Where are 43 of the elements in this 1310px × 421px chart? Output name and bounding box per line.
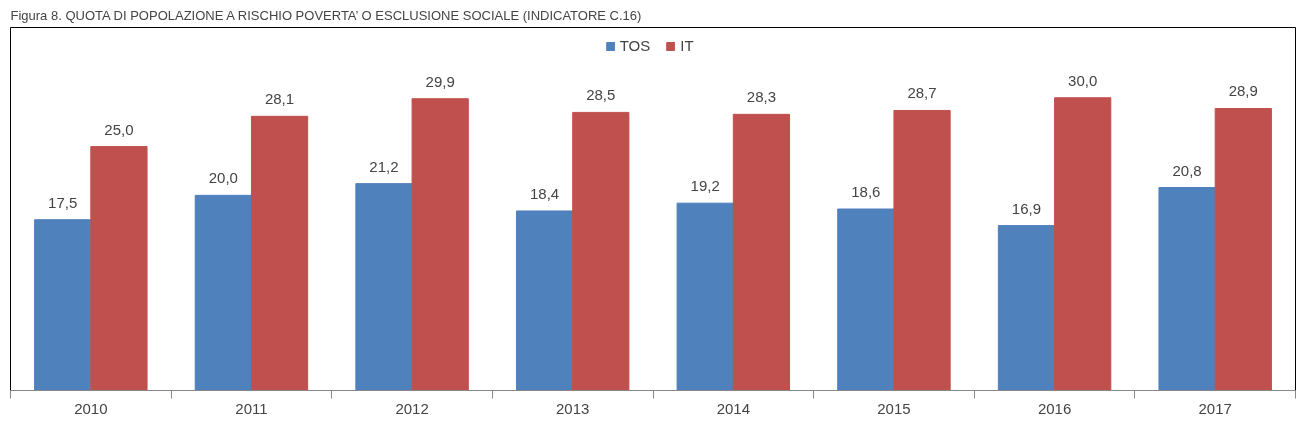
bar xyxy=(194,194,252,391)
bar xyxy=(1214,107,1272,391)
bar xyxy=(90,146,148,391)
x-tick-label: 2012 xyxy=(395,399,429,417)
data-label: 20,8 xyxy=(1172,161,1202,179)
bar xyxy=(411,98,469,391)
x-tick-label: 2010 xyxy=(74,399,108,417)
data-label: 18,6 xyxy=(851,183,881,200)
x-tick-label: 2016 xyxy=(1037,399,1072,417)
data-label: 28,9 xyxy=(1228,82,1258,100)
bar xyxy=(732,113,791,391)
bar xyxy=(355,183,413,391)
bar xyxy=(250,115,309,391)
data-label: 17,5 xyxy=(48,193,78,211)
data-label: 28,7 xyxy=(907,84,937,102)
bar xyxy=(1158,187,1216,391)
bar xyxy=(837,208,895,391)
x-tick-label: 2017 xyxy=(1198,399,1232,417)
bar xyxy=(997,225,1056,391)
data-label: 20,0 xyxy=(208,169,238,187)
chart-title: Figura 8. QUOTA DI POPOLAZIONE A RISCHIO POVERTA’ O ESCLUSIONE SOCIALE (INDICATORE C.16) xyxy=(10,7,642,23)
data-label: 29,9 xyxy=(425,72,455,90)
bar xyxy=(676,202,734,391)
data-label: 28,1 xyxy=(264,90,295,108)
x-tick-label: 2015 xyxy=(877,399,911,417)
data-label: 25,0 xyxy=(104,120,134,138)
bar xyxy=(515,210,574,391)
data-label: 28,5 xyxy=(586,86,616,104)
data-label: 16,9 xyxy=(1011,199,1042,217)
data-label: 21,2 xyxy=(369,157,399,175)
x-tick-label: 2013 xyxy=(556,399,590,417)
x-tick-label: 2011 xyxy=(235,399,268,417)
bar xyxy=(1054,97,1112,391)
data-label: 28,3 xyxy=(746,88,777,106)
data-label: 18,4 xyxy=(529,184,560,202)
data-label: 19,2 xyxy=(690,177,720,195)
bar xyxy=(34,219,92,391)
bar xyxy=(572,111,630,391)
bar xyxy=(893,109,951,391)
x-tick-label: 2014 xyxy=(716,399,750,417)
data-label: 30,0 xyxy=(1068,71,1098,89)
legend-label: TOS xyxy=(619,37,651,54)
legend-label: IT xyxy=(680,37,695,54)
